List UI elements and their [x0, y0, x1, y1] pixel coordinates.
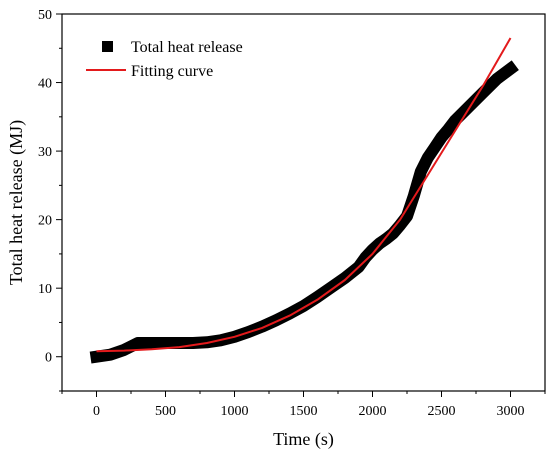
x-tick-label: 500 — [155, 404, 176, 419]
y-tick-label: 10 — [38, 282, 52, 297]
axes: 0 500 1000 1500 2000 2500 3000 0 10 20 30 40 50 — [38, 8, 546, 419]
y-tick-label: 30 — [38, 145, 52, 160]
x-tick-label: 1500 — [290, 404, 318, 419]
x-tick-label: 2500 — [428, 404, 456, 419]
plot-marks — [89, 37, 519, 364]
y-axis-title: Total heat release (MJ) — [6, 120, 27, 285]
y-tick-label: 50 — [38, 8, 52, 23]
series-fitting-curve — [96, 37, 512, 353]
legend: Total heat release Fitting curve — [86, 39, 243, 80]
series-total-heat-release — [89, 60, 519, 364]
legend-label-total-heat-release: Total heat release — [131, 39, 243, 56]
y-tick-label: 20 — [38, 214, 52, 229]
x-tick-label: 0 — [93, 404, 100, 419]
y-tick-label: 40 — [38, 77, 52, 92]
y-tick-label: 0 — [45, 351, 52, 366]
x-axis-title: Time (s) — [273, 429, 334, 450]
x-tick-label: 3000 — [497, 404, 525, 419]
legend-marker-total-heat-release — [102, 41, 113, 52]
x-tick-label: 1000 — [221, 404, 249, 419]
legend-label-fitting-curve: Fitting curve — [131, 63, 213, 80]
x-tick-label: 2000 — [359, 404, 387, 419]
